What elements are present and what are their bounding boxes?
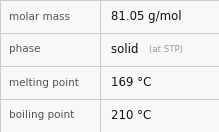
Text: solid: solid bbox=[111, 43, 146, 56]
Text: 169 °C: 169 °C bbox=[111, 76, 151, 89]
Text: boiling point: boiling point bbox=[9, 110, 74, 121]
Text: 81.05 g/mol: 81.05 g/mol bbox=[111, 10, 181, 23]
Text: (at STP): (at STP) bbox=[149, 45, 183, 54]
Text: molar mass: molar mass bbox=[9, 11, 70, 22]
Text: 210 °C: 210 °C bbox=[111, 109, 151, 122]
Text: melting point: melting point bbox=[9, 77, 79, 88]
Text: phase: phase bbox=[9, 44, 40, 55]
